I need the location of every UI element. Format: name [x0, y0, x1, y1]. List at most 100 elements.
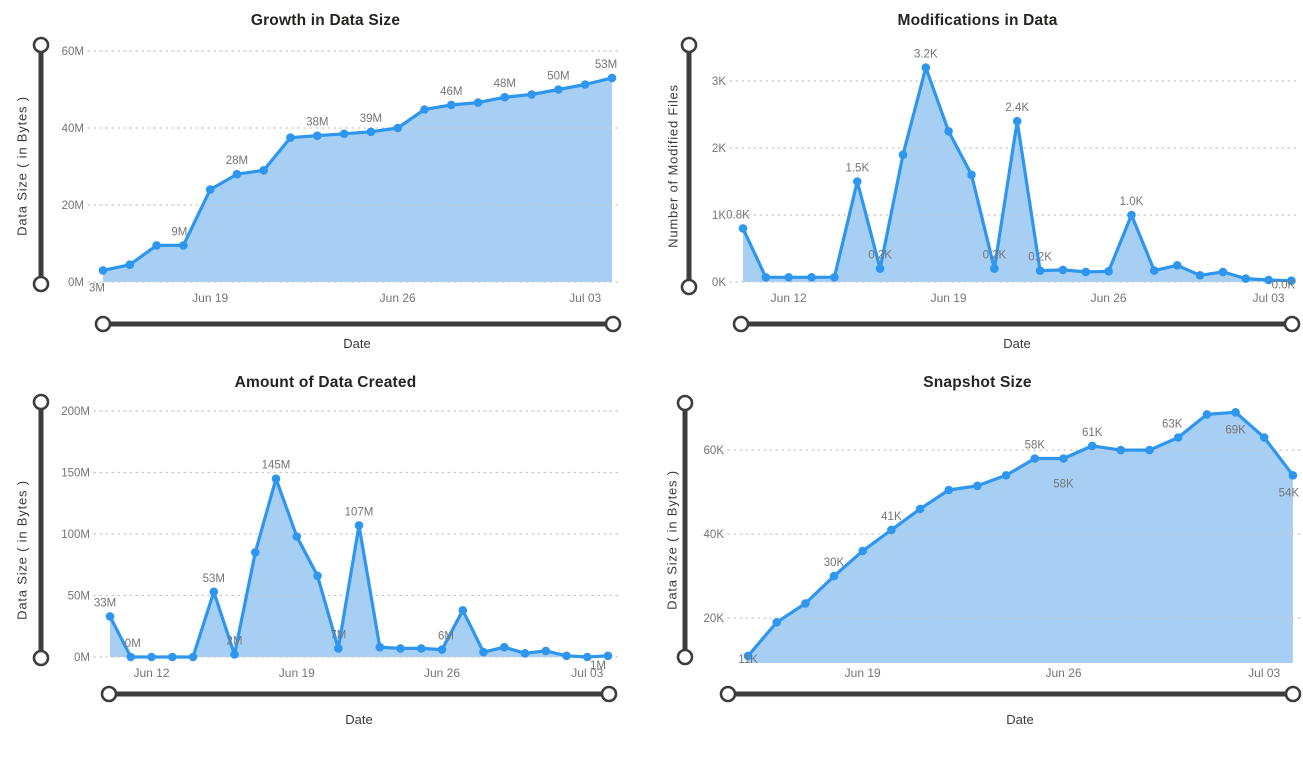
data-point[interactable]: [500, 92, 510, 102]
data-point[interactable]: [1150, 266, 1159, 275]
y-range-slider-handle-top[interactable]: [676, 394, 694, 412]
data-point[interactable]: [447, 100, 456, 110]
data-point[interactable]: [209, 587, 219, 597]
data-point[interactable]: [921, 63, 931, 72]
data-point[interactable]: [772, 618, 781, 627]
data-point[interactable]: [458, 606, 468, 615]
data-point[interactable]: [1145, 445, 1154, 455]
data-point[interactable]: [1012, 116, 1022, 126]
data-point[interactable]: [98, 266, 108, 275]
data-point[interactable]: [562, 651, 571, 661]
data-point[interactable]: [944, 485, 954, 495]
data-point[interactable]: [801, 599, 810, 608]
x-range-slider-handle-right[interactable]: [604, 315, 622, 333]
data-point[interactable]: [105, 612, 115, 621]
data-point[interactable]: [188, 652, 198, 662]
x-range-slider-handle-right[interactable]: [1283, 315, 1301, 333]
data-point[interactable]: [520, 649, 530, 658]
data-point[interactable]: [607, 73, 617, 83]
data-point[interactable]: [853, 177, 862, 186]
data-point[interactable]: [1173, 433, 1183, 442]
data-point[interactable]: [761, 273, 771, 282]
data-point[interactable]: [1116, 445, 1126, 455]
data-point[interactable]: [1195, 271, 1205, 280]
data-point[interactable]: [583, 652, 592, 662]
data-point[interactable]: [887, 525, 896, 535]
data-point[interactable]: [1288, 471, 1298, 480]
data-point[interactable]: [1127, 210, 1136, 220]
data-point[interactable]: [437, 645, 447, 654]
data-point[interactable]: [829, 571, 839, 581]
y-range-slider-handle-bottom[interactable]: [680, 278, 698, 296]
data-point[interactable]: [286, 133, 295, 142]
data-point[interactable]: [875, 264, 885, 273]
data-point[interactable]: [784, 273, 793, 282]
data-point[interactable]: [1087, 441, 1097, 451]
data-point[interactable]: [990, 264, 999, 273]
data-point[interactable]: [479, 647, 488, 657]
data-point[interactable]: [147, 652, 156, 662]
data-point[interactable]: [1035, 266, 1045, 275]
data-point[interactable]: [232, 169, 242, 179]
data-point[interactable]: [1081, 267, 1091, 277]
data-point[interactable]: [152, 241, 161, 250]
data-point[interactable]: [271, 474, 281, 483]
data-point[interactable]: [944, 127, 953, 136]
data-point[interactable]: [541, 646, 551, 656]
data-point[interactable]: [603, 651, 613, 661]
data-point[interactable]: [179, 241, 188, 250]
x-range-slider-handle-left[interactable]: [94, 315, 112, 333]
data-point[interactable]: [339, 129, 349, 139]
data-point[interactable]: [1264, 275, 1273, 285]
data-point[interactable]: [1104, 267, 1113, 276]
data-point[interactable]: [375, 642, 385, 652]
data-point[interactable]: [1231, 408, 1240, 417]
y-range-slider-handle-top[interactable]: [32, 36, 50, 54]
y-range-slider-handle-bottom[interactable]: [32, 649, 50, 667]
data-point[interactable]: [259, 166, 269, 175]
data-point[interactable]: [1030, 454, 1040, 463]
data-point[interactable]: [1001, 471, 1011, 480]
data-point[interactable]: [168, 652, 177, 662]
x-range-slider-handle-right[interactable]: [1284, 685, 1302, 703]
data-point[interactable]: [500, 642, 509, 652]
data-point[interactable]: [313, 571, 322, 581]
data-point[interactable]: [354, 521, 364, 530]
y-range-slider-handle-top[interactable]: [680, 36, 698, 54]
y-range-slider-handle-bottom[interactable]: [676, 648, 694, 666]
data-point[interactable]: [1287, 276, 1296, 286]
data-point[interactable]: [967, 170, 976, 180]
data-point[interactable]: [1218, 267, 1228, 277]
data-point[interactable]: [473, 98, 483, 107]
x-range-slider-handle-left[interactable]: [732, 315, 750, 333]
data-point[interactable]: [973, 481, 982, 491]
data-point[interactable]: [396, 644, 405, 653]
data-point[interactable]: [205, 185, 215, 194]
data-point[interactable]: [334, 644, 343, 653]
x-range-slider-handle-left[interactable]: [100, 685, 118, 703]
data-point[interactable]: [292, 532, 302, 541]
data-point[interactable]: [1259, 433, 1269, 442]
data-point[interactable]: [527, 90, 536, 99]
data-point[interactable]: [126, 652, 136, 662]
data-point[interactable]: [1241, 274, 1250, 283]
y-range-slider-handle-bottom[interactable]: [32, 275, 50, 293]
x-range-slider-handle-right[interactable]: [600, 685, 618, 703]
data-point[interactable]: [420, 105, 429, 114]
data-point[interactable]: [858, 546, 867, 556]
data-point[interactable]: [251, 548, 260, 557]
data-point[interactable]: [554, 85, 563, 94]
data-point[interactable]: [366, 127, 376, 137]
data-point[interactable]: [830, 273, 839, 282]
y-range-slider-handle-top[interactable]: [32, 393, 50, 411]
data-point[interactable]: [313, 131, 322, 140]
data-point[interactable]: [393, 123, 403, 133]
data-point[interactable]: [898, 150, 908, 159]
data-point[interactable]: [417, 644, 426, 653]
data-point[interactable]: [1202, 410, 1212, 419]
data-point[interactable]: [915, 504, 925, 514]
data-point[interactable]: [1059, 454, 1068, 463]
data-point[interactable]: [738, 224, 748, 233]
data-point[interactable]: [1058, 265, 1068, 275]
data-point[interactable]: [580, 80, 590, 89]
